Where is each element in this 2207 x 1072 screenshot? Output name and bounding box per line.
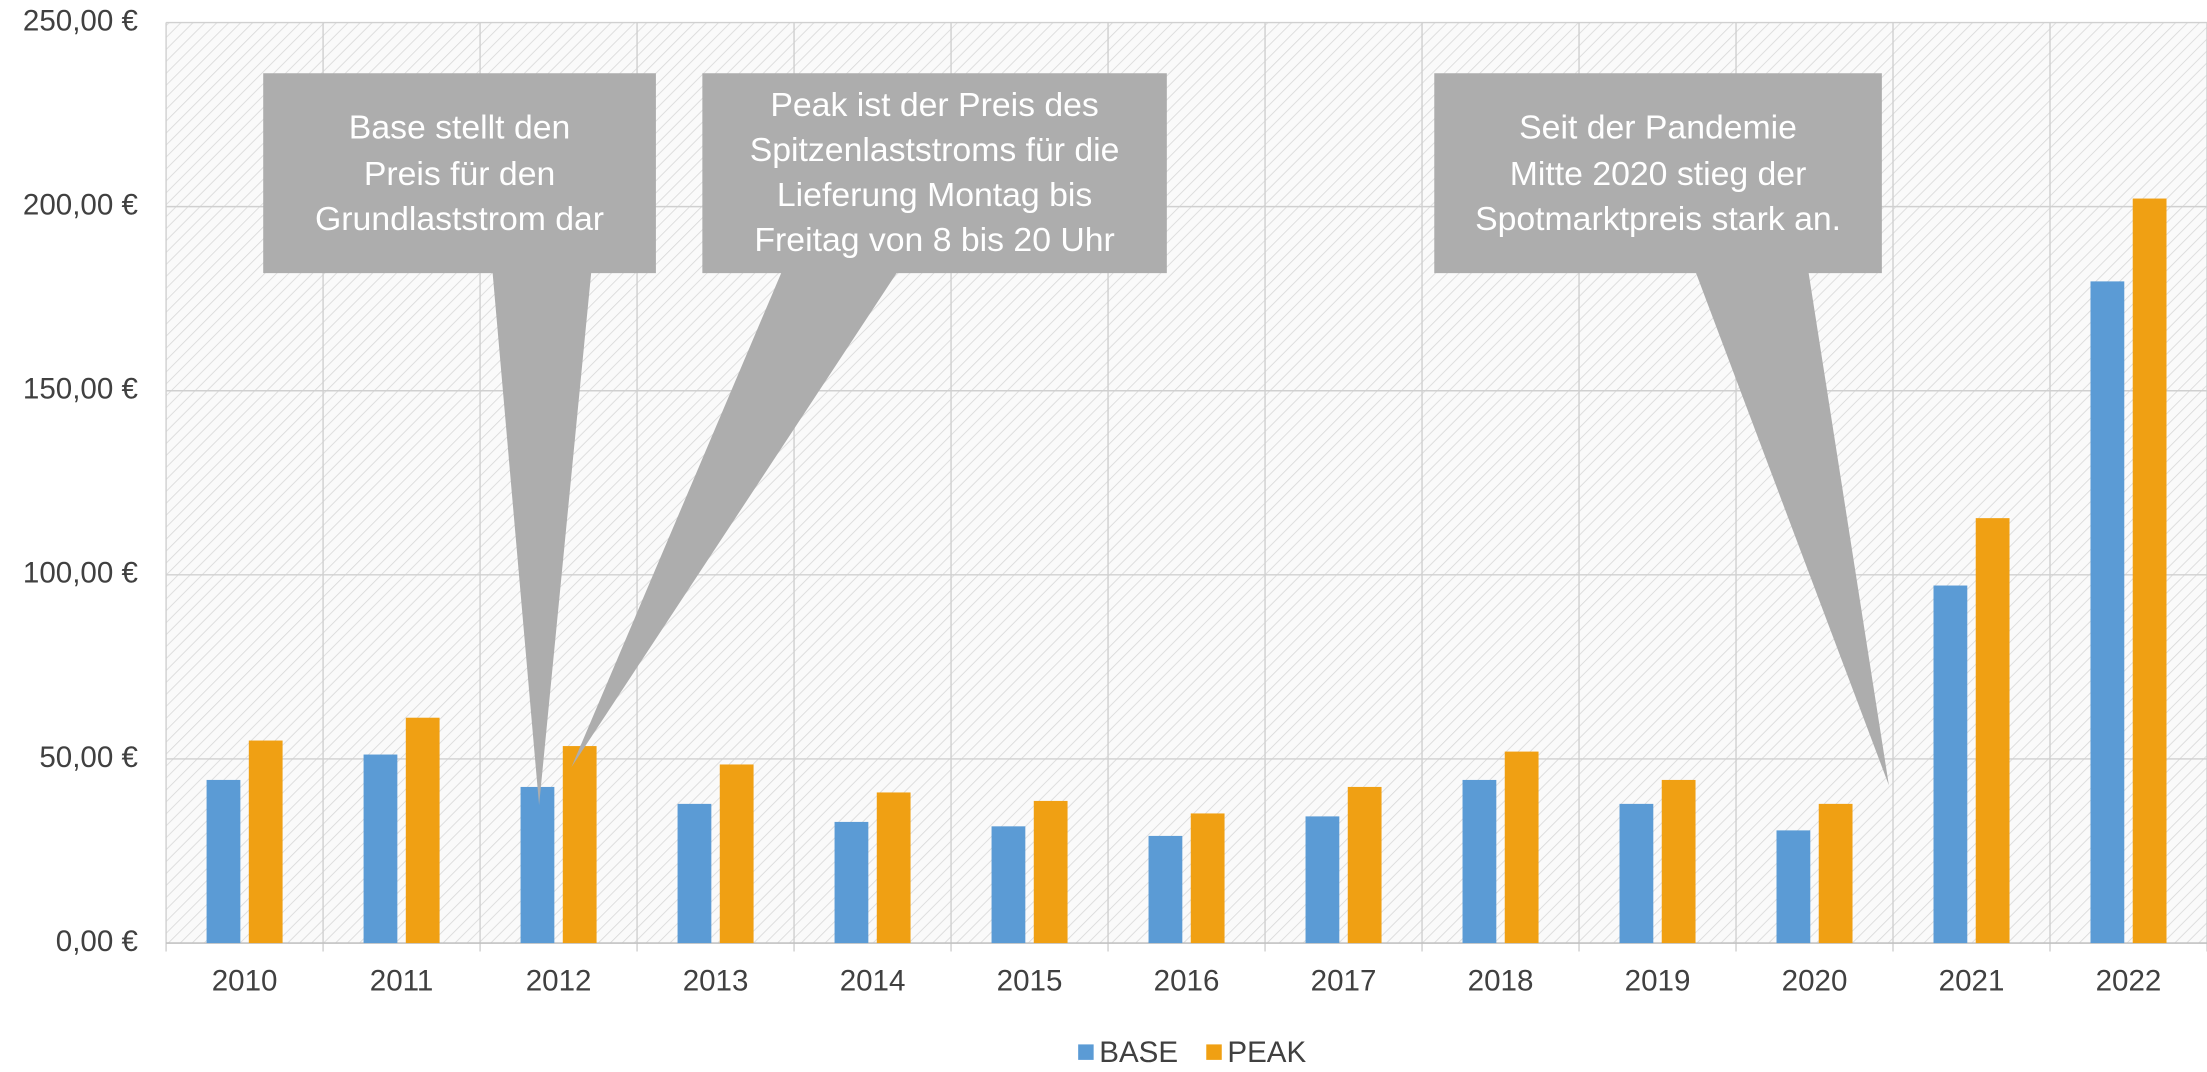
bar	[677, 803, 712, 944]
x-tick-label: 2011	[370, 964, 434, 997]
x-tick-label: 2021	[1939, 964, 2005, 997]
legend-swatch	[1206, 1044, 1222, 1060]
bar	[562, 746, 597, 944]
callout	[1434, 73, 1889, 786]
x-tick-label: 2015	[997, 964, 1063, 997]
annotation-text: Seit der Pandemie	[1519, 108, 1797, 146]
annotation-text: Base stellt den	[349, 108, 571, 146]
bar	[834, 821, 869, 944]
bar	[1619, 803, 1654, 944]
bar	[1347, 786, 1382, 944]
bar	[1933, 585, 1968, 944]
x-tick-label: 2022	[2096, 964, 2162, 997]
legend-label: BASE	[1099, 1036, 1178, 1069]
y-tick-label: 0,00 €	[56, 925, 139, 958]
x-tick-label: 2014	[840, 964, 906, 997]
bar	[520, 786, 555, 944]
callout	[571, 73, 1167, 768]
legend-label: PEAK	[1227, 1036, 1306, 1069]
x-tick-label: 2020	[1782, 964, 1848, 997]
bar	[1504, 751, 1539, 944]
x-tick-label: 2019	[1625, 964, 1691, 997]
bar	[248, 740, 283, 944]
bar	[405, 717, 440, 944]
annotation-text: Preis für den	[364, 155, 555, 193]
x-tick-label: 2010	[212, 964, 278, 997]
bar	[1818, 803, 1853, 944]
annotation-text: Grundlaststrom dar	[315, 200, 604, 238]
y-tick-label: 150,00 €	[23, 373, 139, 406]
x-tick-label: 2017	[1311, 964, 1377, 997]
x-tick-label: 2016	[1154, 964, 1220, 997]
annotation-text: Lieferung Montag bis	[777, 176, 1092, 214]
bar	[1776, 830, 1811, 944]
y-tick-label: 250,00 €	[23, 4, 139, 37]
bar	[2132, 198, 2167, 944]
bar	[1661, 779, 1696, 944]
callout	[263, 73, 656, 806]
bar	[1190, 813, 1225, 944]
x-tick-label: 2018	[1468, 964, 1534, 997]
bar	[1305, 816, 1340, 944]
bar	[1148, 835, 1183, 944]
bar	[991, 826, 1026, 944]
annotation-text: Spotmarktpreis stark an.	[1475, 200, 1841, 238]
y-tick-label: 100,00 €	[23, 557, 139, 590]
bar	[1462, 779, 1497, 944]
annotation-text: Mitte 2020 stieg der	[1510, 155, 1807, 193]
annotation-text: Spitzenlaststroms für die	[750, 131, 1120, 169]
legend-swatch	[1078, 1044, 1094, 1060]
bar	[1033, 800, 1068, 944]
annotation-text: Peak ist der Preis des	[770, 86, 1098, 124]
bar	[719, 764, 754, 944]
bar	[1975, 518, 2010, 944]
x-tick-label: 2012	[526, 964, 592, 997]
y-tick-label: 50,00 €	[39, 741, 138, 774]
bar	[2090, 281, 2125, 944]
bar	[206, 779, 241, 944]
bar	[876, 792, 911, 944]
bar	[363, 754, 398, 944]
y-tick-label: 200,00 €	[23, 188, 139, 221]
annotation-text: Freitag von 8 bis 20 Uhr	[754, 221, 1114, 259]
x-tick-label: 2013	[683, 964, 749, 997]
